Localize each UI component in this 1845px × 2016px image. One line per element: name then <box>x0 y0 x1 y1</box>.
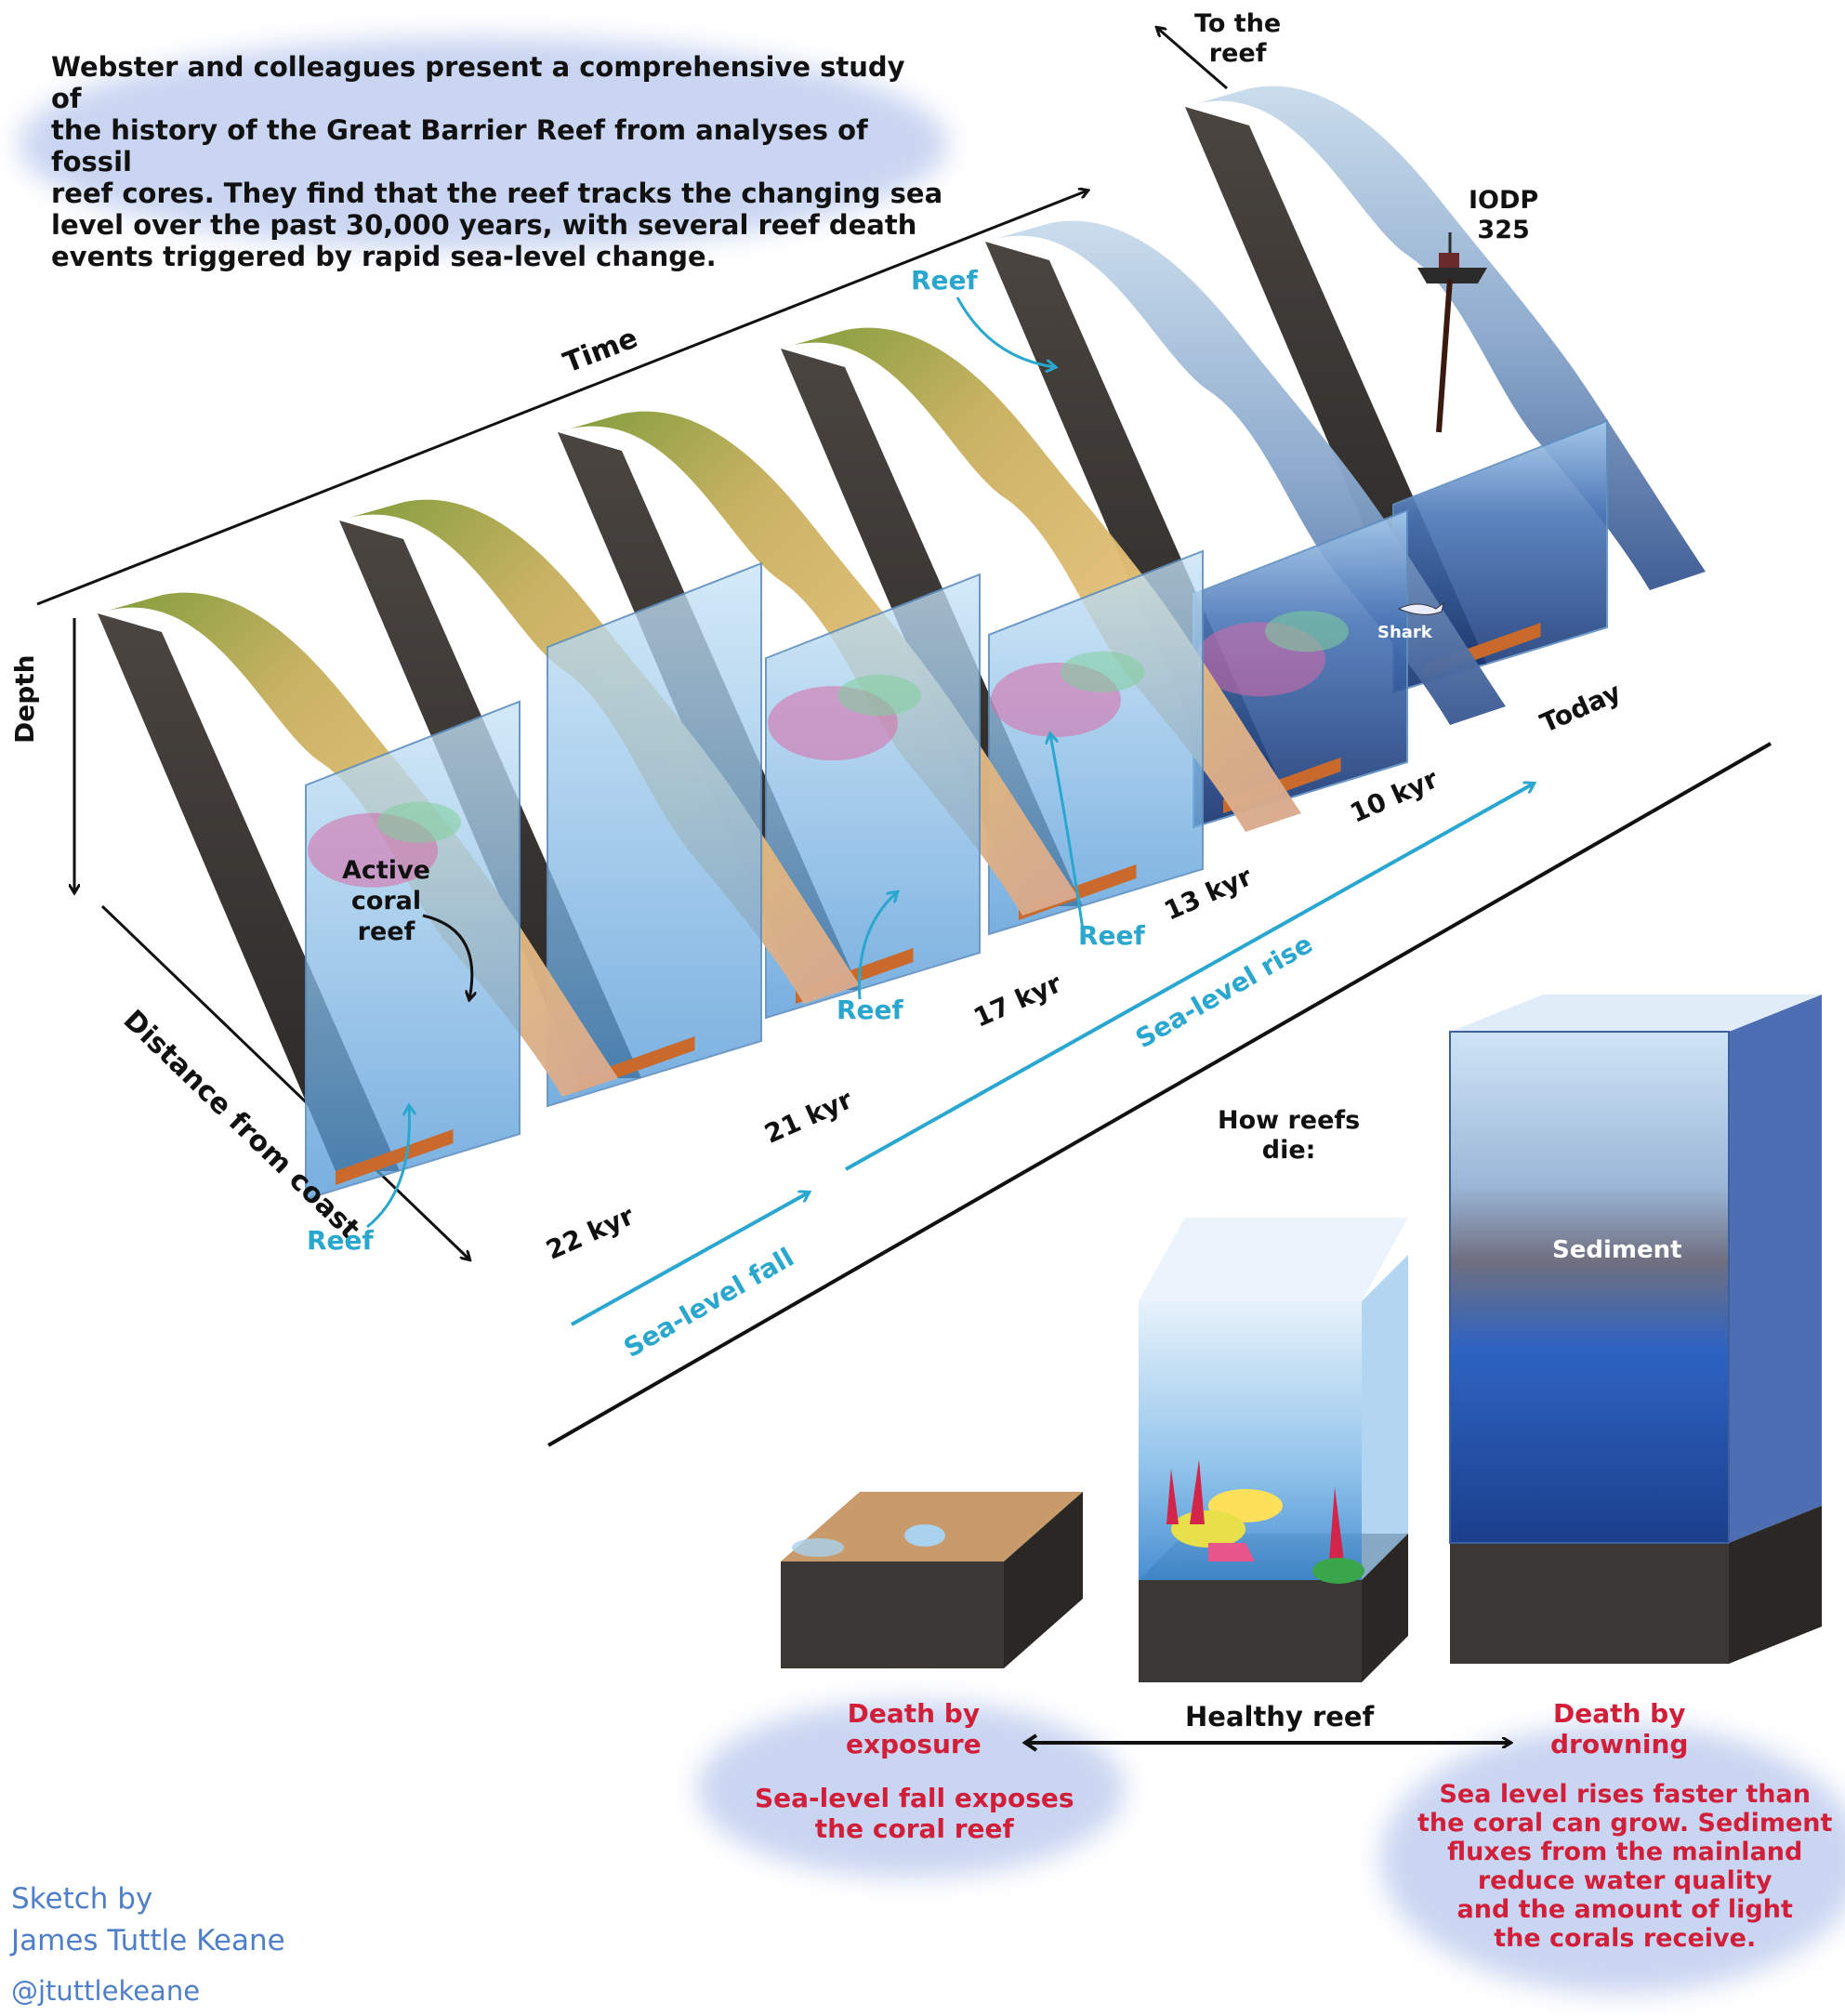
lower-divider-line <box>547 742 1772 1447</box>
reef-arrow-17 <box>858 892 898 1000</box>
drowning-wash <box>1380 1724 1845 1994</box>
time-slice-block-twentytwo <box>98 592 618 1201</box>
sea-level-fall-arrow <box>571 1192 809 1326</box>
drill-core-icon <box>1436 278 1453 433</box>
intro-line: level over the past 30,000 years, with s… <box>51 209 917 241</box>
intro-line: reef cores. They find that the reef trac… <box>51 178 943 209</box>
how-reefs-die-line: die: <box>1261 1136 1316 1165</box>
credit-handle: @jtuttlekeane <box>11 1975 201 2007</box>
death-drowning-desc: Sea level rises faster than the coral ca… <box>1417 1780 1832 1953</box>
death-drowning-desc-line: reduce water quality <box>1477 1866 1773 1895</box>
to-reef-line: reef <box>1208 39 1267 68</box>
reef-arrow-22 <box>366 1106 409 1229</box>
time-slice-blocks <box>98 86 1706 1201</box>
iodp-label: IODP 325 <box>1469 186 1538 245</box>
reef-label-17: Reef <box>837 995 903 1025</box>
healthy-reef-label: Healthy reef <box>1185 1701 1375 1733</box>
active-coral-reef-line: reef <box>357 917 415 946</box>
reef-arrow-13 <box>1050 734 1085 930</box>
death-drowning-desc-line: the corals receive. <box>1494 1924 1757 1953</box>
intro-line: the history of the Great Barrier Reef fr… <box>51 114 868 178</box>
death-exposure-desc-line: the coral reef <box>814 1813 1014 1844</box>
death-drowning-desc-line: and the amount of light <box>1456 1895 1793 1924</box>
intro-line: events triggered by rapid sea-level chan… <box>51 241 717 272</box>
ship-icon <box>1417 232 1487 283</box>
time-slice-block-ten <box>985 220 1506 829</box>
exposure-block <box>781 1492 1083 1668</box>
how-reefs-die-label: How reefs die: <box>1218 1106 1360 1166</box>
to-reef-line: To the <box>1194 9 1282 38</box>
shark-icon <box>1397 601 1444 615</box>
sea-level-rise-arrow <box>845 784 1534 1171</box>
how-reefs-die-line: How reefs <box>1218 1106 1361 1135</box>
death-exposure-title: Death by exposure <box>846 1698 982 1759</box>
drill-core-line: Drill <box>1367 348 1427 376</box>
active-reef-arrow <box>422 914 472 999</box>
intro-line: Webster and colleagues present a compreh… <box>51 51 905 114</box>
credit-sketch-by: Sketch by <box>11 1882 153 1916</box>
death-drowning-desc-line: the coral can grow. Sediment <box>1417 1809 1833 1838</box>
death-drowning-title-line: Death by <box>1552 1698 1686 1729</box>
death-exposure-desc: Sea-level fall exposes the coral reef <box>755 1783 1074 1844</box>
iodp-line: IODP <box>1469 186 1539 215</box>
drill-core-line: core <box>1366 375 1429 403</box>
to-reef-label: To the reef <box>1194 9 1281 69</box>
reef-label-10: Reef <box>911 265 978 296</box>
distance-axis-line <box>100 904 469 1259</box>
reef-arrow-10 <box>955 296 1055 367</box>
to-reef-arrow <box>1157 28 1228 90</box>
exposure-wash <box>697 1701 1125 1878</box>
death-drowning-title-line: drowning <box>1550 1729 1689 1759</box>
active-coral-reef-line: coral <box>350 887 422 916</box>
death-exposure-desc-line: Sea-level fall exposes <box>755 1783 1074 1813</box>
intro-wash <box>19 37 948 251</box>
death-drowning-desc-line: fluxes from the mainland <box>1447 1838 1803 1866</box>
death-exposure-title-line: Death by <box>847 1698 981 1729</box>
depth-axis-label: Depth <box>9 654 40 744</box>
death-exposure-title-line: exposure <box>846 1729 982 1759</box>
death-range-arrow-left-head <box>1021 1733 1038 1752</box>
drill-core-label: Drill core <box>1366 349 1428 402</box>
reef-label-22: Reef <box>307 1225 374 1256</box>
time-axis-line <box>36 191 1087 606</box>
watercolor-washes <box>19 37 1845 1994</box>
death-drowning-title: Death by drowning <box>1550 1698 1688 1759</box>
iodp-line: 325 <box>1477 216 1530 244</box>
death-drowning-desc-line: Sea level rises faster than <box>1439 1780 1811 1809</box>
reef-label-13: Reef <box>1078 920 1145 951</box>
active-coral-reef-line: Active <box>342 856 430 885</box>
sediment-label: Sediment <box>1552 1236 1682 1264</box>
active-coral-reef-label: Active coral reef <box>342 855 430 947</box>
intro-text: Webster and colleagues present a compreh… <box>51 51 943 272</box>
shark-label: Shark <box>1377 623 1432 642</box>
drowning-block <box>1449 995 1822 1664</box>
credit-artist-name: James Tuttle Keane <box>11 1924 285 1957</box>
healthy-reef-block <box>1139 1218 1408 1682</box>
